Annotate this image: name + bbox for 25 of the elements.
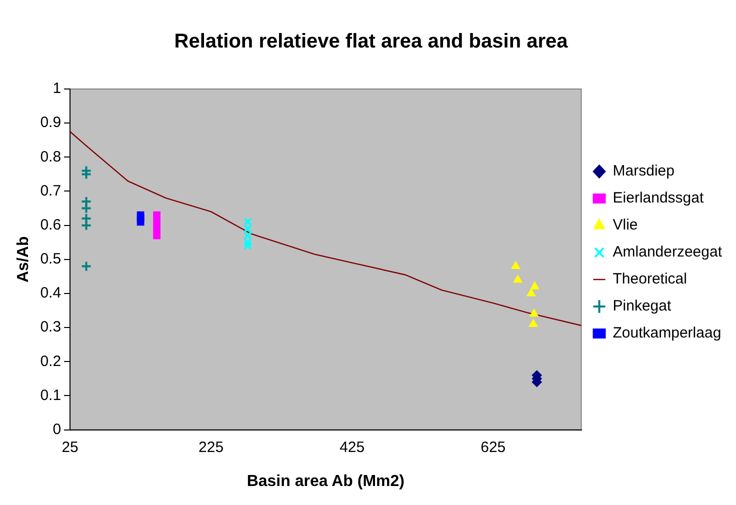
- y-tick-label: 0.3: [40, 318, 62, 336]
- y-tick-label: 0.9: [40, 114, 62, 132]
- legend-label: Pinkegat: [612, 298, 672, 315]
- y-tick-label: 0.4: [40, 284, 62, 302]
- y-tick-label: 0.1: [40, 386, 62, 404]
- x-tick-label: 425: [340, 438, 365, 456]
- legend-label: Marsdiep: [612, 162, 674, 180]
- legend-label: Vlie: [612, 216, 638, 234]
- y-tick-label: 0.7: [40, 182, 62, 200]
- y-tick-label: 1: [52, 80, 62, 98]
- x-axis-title: Basin area Ab (Mm2): [246, 472, 404, 490]
- y-tick-label: 0: [52, 420, 62, 438]
- y-tick-label: 0.5: [40, 250, 62, 268]
- legend-label: Zoutkamperlaag: [612, 324, 722, 342]
- y-tick-label: 0.6: [40, 216, 62, 234]
- legend-label: Amlanderzeegat: [612, 244, 723, 261]
- x-tick-label: 25: [62, 438, 78, 456]
- legend-label: Eierlandssgat: [612, 190, 704, 207]
- x-tick-label: 625: [480, 438, 506, 456]
- y-tick-label: 0.2: [40, 352, 62, 370]
- y-tick-label: 0.8: [40, 148, 62, 166]
- legend-label: Theoretical: [612, 270, 687, 288]
- y-axis-title: As/Ab: [15, 236, 32, 283]
- chart-title: Relation relatieve flat area and basin area: [174, 30, 569, 53]
- x-tick-label: 225: [198, 438, 224, 456]
